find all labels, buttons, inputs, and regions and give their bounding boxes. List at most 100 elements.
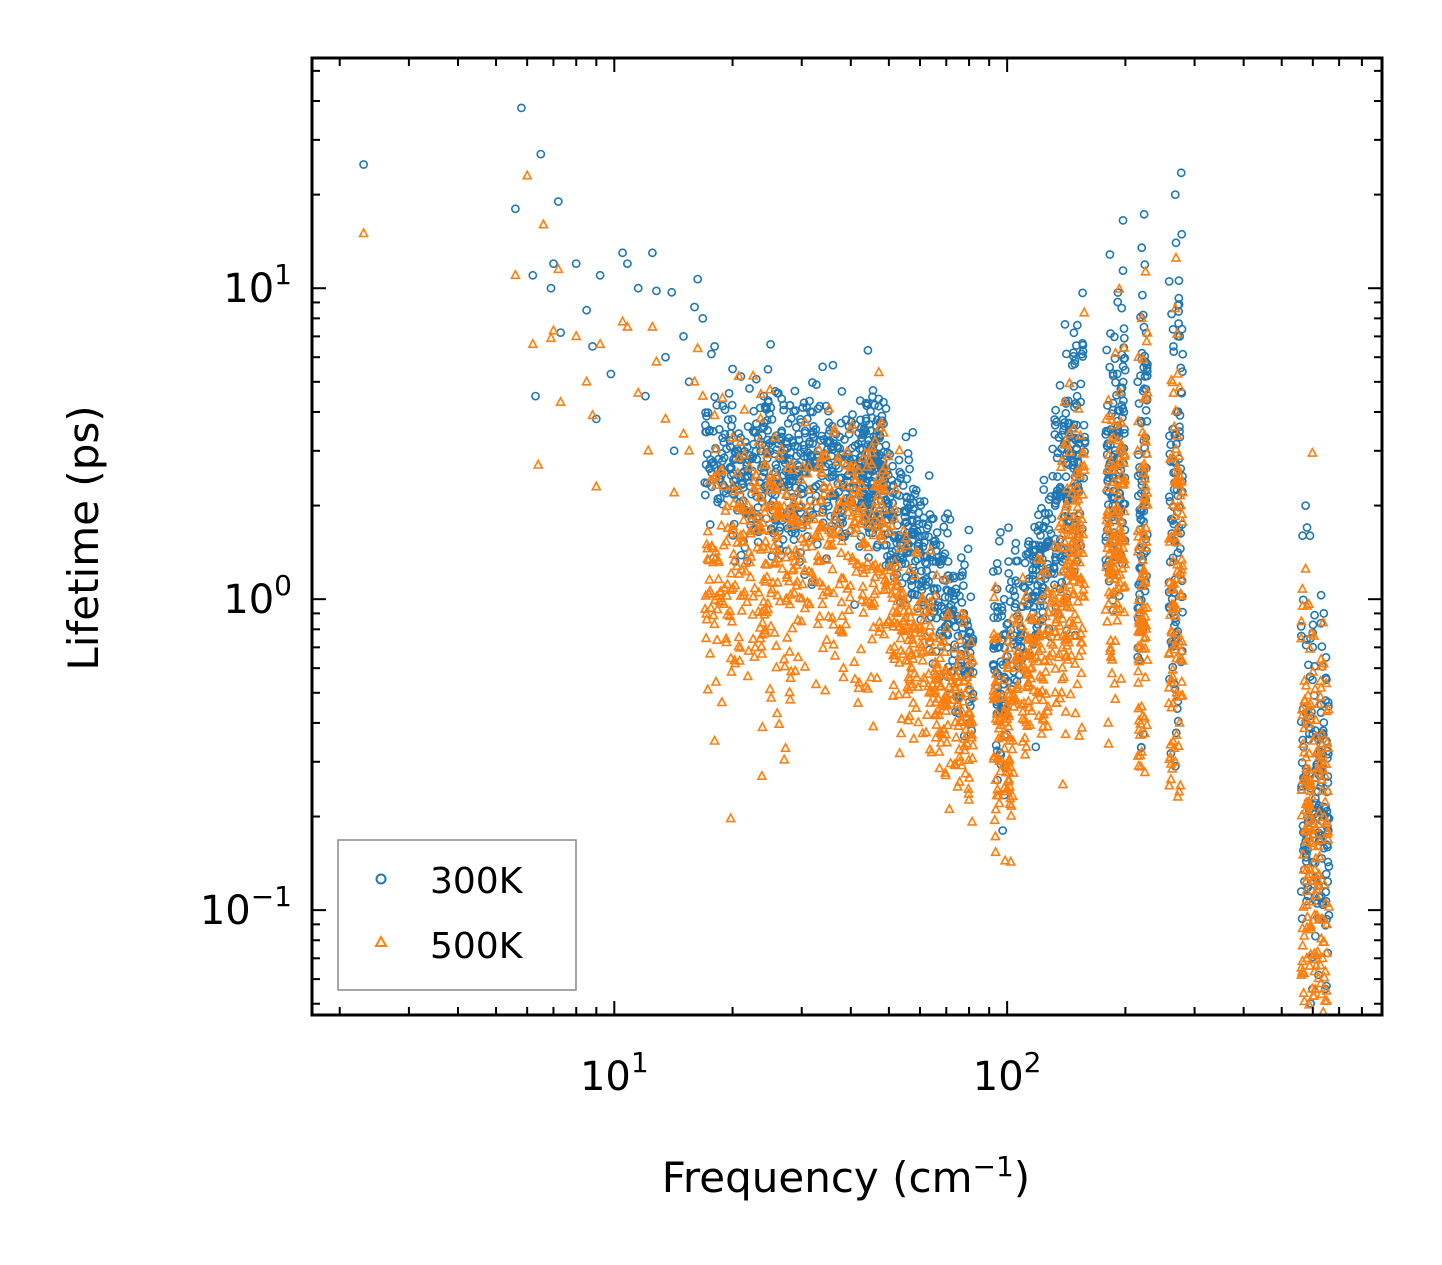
point-500k-816 — [953, 675, 965, 686]
point-300k-1135 — [1005, 584, 1015, 593]
point-500k-68 — [709, 618, 720, 629]
point-500k-1293 — [1117, 562, 1128, 573]
point-500k-1046 — [1037, 694, 1049, 705]
point-300k-1035 — [996, 528, 1005, 537]
point-500k-407 — [785, 588, 797, 599]
point-500k-912 — [1020, 740, 1032, 751]
point-500k-251 — [781, 571, 793, 582]
point-500k-1006 — [1049, 539, 1060, 550]
point-500k-1773 — [1301, 599, 1313, 610]
point-500k-1488 — [1175, 499, 1187, 510]
point-500k-547 — [925, 544, 936, 555]
point-500k-690 — [893, 688, 905, 699]
point-500k-499 — [841, 480, 852, 491]
point-300k-1210 — [1035, 601, 1045, 611]
point-500k-777 — [928, 687, 940, 698]
point-500k-1017 — [1025, 662, 1036, 673]
point-500k-652 — [901, 539, 912, 550]
point-500k-1306 — [1109, 573, 1121, 584]
point-500k-506 — [728, 485, 740, 496]
point-500k-85 — [757, 442, 769, 453]
point-500k-1117 — [1066, 486, 1078, 497]
point-500k-1393 — [1133, 655, 1145, 666]
point-500k-11 — [726, 665, 737, 676]
point-500k-1749 — [709, 409, 720, 420]
point-500k-1554 — [1315, 690, 1326, 701]
point-500k-278 — [739, 586, 750, 597]
point-300k-1519 — [1108, 369, 1118, 378]
point-500k-1645 — [1317, 763, 1329, 774]
point-500k-1581 — [1322, 785, 1334, 796]
point-300k-1494 — [1118, 404, 1128, 414]
point-500k-1697 — [1301, 899, 1312, 910]
point-500k-356 — [869, 571, 881, 582]
point-500k-1640 — [1319, 994, 1331, 1005]
point-500k-1425 — [1167, 582, 1179, 593]
point-500k-1653 — [1308, 953, 1319, 964]
point-500k-813 — [887, 592, 898, 603]
point-500k-1634 — [1299, 693, 1311, 704]
point-500k-1673 — [1298, 929, 1310, 940]
point-500k-1163 — [1076, 721, 1088, 732]
point-500k-270 — [827, 563, 838, 574]
point-500k-782 — [941, 693, 952, 704]
point-500k-1733 — [590, 480, 602, 491]
point-500k-1648 — [1316, 727, 1328, 738]
point-500k-1406 — [1135, 640, 1146, 651]
point-500k-97 — [772, 589, 783, 600]
point-500k-817 — [910, 546, 922, 557]
point-500k-636 — [963, 782, 974, 793]
point-500k-328 — [765, 587, 777, 598]
point-500k-1106 — [1076, 667, 1087, 678]
point-500k-1313 — [1102, 522, 1114, 533]
point-300k-1612 — [1177, 229, 1187, 239]
point-500k-694 — [927, 630, 939, 641]
point-500k-1702 — [1307, 665, 1319, 676]
point-500k-893 — [988, 633, 1000, 644]
point-500k-211 — [729, 579, 741, 590]
point-500k-708 — [904, 563, 916, 574]
point-500k-69 — [778, 753, 790, 764]
point-500k-50 — [700, 589, 712, 600]
point-500k-1190 — [1063, 554, 1074, 565]
point-500k-228 — [849, 673, 861, 684]
plot-frame — [310, 56, 1384, 1017]
point-500k-72 — [836, 596, 847, 607]
point-500k-1145 — [1054, 619, 1066, 630]
point-500k-345 — [823, 402, 835, 413]
point-500k-1677 — [1303, 821, 1314, 832]
point-500k-1321 — [1114, 441, 1126, 452]
point-500k-1412 — [1138, 577, 1149, 588]
point-300k-385 — [856, 423, 866, 433]
point-500k-1717 — [1302, 832, 1314, 843]
point-500k-1157 — [1063, 616, 1075, 627]
point-300k-746 — [959, 581, 968, 590]
point-300k-1387 — [1050, 420, 1060, 430]
point-300k-366 — [835, 432, 845, 442]
point-500k-508 — [834, 527, 846, 538]
point-500k-385 — [749, 641, 761, 652]
point-300k-1050 — [997, 611, 1007, 621]
point-300k-297 — [720, 429, 730, 439]
point-500k-1608 — [1298, 900, 1309, 911]
point-500k-1280 — [1101, 615, 1113, 626]
point-500k-1610 — [1303, 806, 1315, 817]
point-500k-1238 — [1105, 535, 1116, 546]
point-300k-1055 — [992, 559, 1002, 568]
point-300k-858 — [966, 592, 976, 602]
point-500k-1010 — [1036, 727, 1047, 738]
point-500k-158 — [702, 553, 713, 564]
point-500k-537 — [764, 484, 775, 495]
point-300k-1194 — [1030, 522, 1039, 532]
point-500k-130 — [828, 618, 839, 629]
point-500k-1119 — [1072, 613, 1083, 624]
point-500k-1142 — [1058, 535, 1070, 546]
point-500k-650 — [941, 736, 953, 747]
point-500k-1637 — [1321, 705, 1333, 716]
point-500k-1345 — [1133, 593, 1145, 604]
point-500k-825 — [990, 846, 1001, 857]
point-500k-416 — [747, 608, 759, 619]
point-500k-481 — [801, 508, 813, 519]
point-500k-1248 — [1116, 417, 1127, 428]
point-300k-780 — [908, 427, 918, 437]
